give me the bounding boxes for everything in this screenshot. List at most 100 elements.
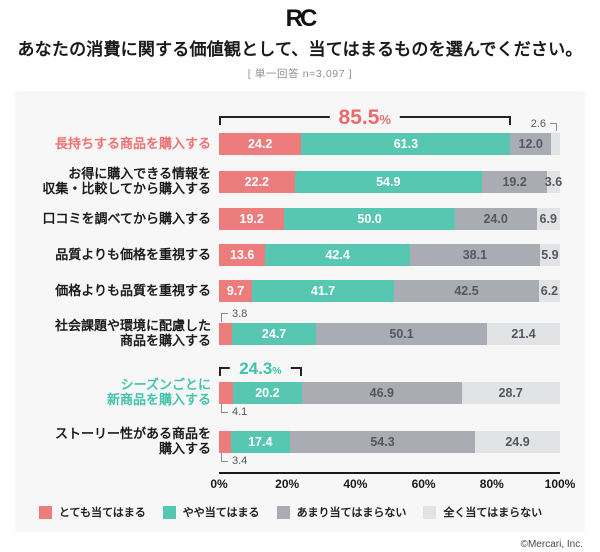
brand-logo: RC: [285, 5, 318, 32]
segment-value: 28.7: [498, 385, 523, 400]
bar-segment: 24.2: [219, 133, 302, 155]
bar-segment: 3.6: [544, 170, 563, 193]
category-label: 口コミを調べてから購入する: [21, 210, 219, 227]
legend-label: あまり当てはまらない: [296, 507, 407, 519]
callout-line: [550, 123, 557, 131]
segment-value: 41.7: [310, 284, 336, 298]
chart-row: シーズンごとに 新商品を購入する 20.2 46.9 28.7 24.3% 4.1: [21, 359, 560, 417]
segment-value: 46.9: [369, 385, 394, 400]
bar-segment: 6.2: [538, 280, 561, 302]
bar-segment: [219, 381, 233, 404]
callout-value: 3.4: [232, 454, 248, 467]
category-label-line: 口コミを調べてから購入する: [42, 210, 211, 226]
sum-value: 24.3: [239, 358, 273, 378]
legend: とても当てはまる やや当てはまる あまり当てはまらない 全く当てはまらない: [21, 504, 560, 520]
segment-value: 3.6: [544, 174, 563, 189]
x-axis-labels: 0% 20% 40% 60% 80% 100%: [210, 477, 575, 493]
callout-value: 4.1: [232, 405, 248, 418]
segment-value: 6.9: [539, 212, 557, 226]
sum-unit: %: [272, 364, 282, 377]
bar-segment: 42.5: [394, 280, 539, 302]
bar-segment: 24.9: [475, 430, 560, 453]
segment-value: 24.0: [483, 212, 508, 226]
segment-value: 17.4: [248, 434, 273, 449]
segment-value: 24.2: [248, 137, 273, 151]
legend-swatch-icon: [423, 505, 437, 519]
segment-value: 38.1: [462, 248, 488, 262]
category-label-line: 購入する: [158, 440, 211, 456]
sum-unit: %: [379, 112, 391, 128]
bar-segment: 22.2: [219, 170, 295, 193]
bar-track: 19.2 50.0 24.0 6.9: [219, 208, 560, 230]
category-label-line: 収集・比較してから購入する: [42, 180, 211, 196]
category-label: 社会課題や環境に配慮した 商品を購入する: [21, 318, 219, 348]
callout-line: [221, 403, 228, 413]
bar-segment: 42.4: [265, 244, 410, 266]
category-label: 価格よりも品質を重視する: [21, 282, 219, 299]
bar-segment: 50.0: [284, 208, 455, 230]
bar-track: 17.4 54.3 24.9 3.4: [219, 430, 560, 466]
bar-track: 9.7 41.7 42.5 6.2: [219, 280, 561, 302]
bar-segment: 20.2: [232, 381, 302, 404]
bar-track: 24.2 61.3 12.0 85.5% 2.6: [219, 107, 560, 155]
segment-value: 54.3: [370, 434, 395, 449]
bar-track: 24.7 50.1 21.4 3.8: [219, 308, 560, 345]
chart-row: 口コミを調べてから購入する 19.2 50.0 24.0 6.9: [21, 208, 560, 230]
category-label-line: お得に購入できる情報を: [68, 166, 211, 181]
sum-bracket-value: 24.3%: [230, 358, 291, 378]
legend-swatch-icon: [276, 505, 290, 519]
x-tick-label: 80%: [479, 477, 504, 491]
callout-line: [221, 312, 228, 322]
bar-segment: 38.1: [409, 244, 540, 266]
bar-segment: 17.4: [230, 430, 290, 453]
survey-note: [ 単一回答 n=3,097 ]: [247, 68, 353, 80]
segment-value: 13.6: [230, 248, 255, 262]
segment-value: 6.2: [540, 284, 559, 298]
copyright: ©Mercari, Inc.: [520, 539, 583, 550]
bar-segment: 54.9: [294, 170, 482, 193]
segment-value: 21.4: [511, 326, 536, 341]
segment-value: 12.0: [518, 137, 543, 151]
bar-segment: 46.9: [301, 381, 462, 404]
category-label-line: 長持ちする商品を購入する: [54, 135, 211, 151]
category-label: ストーリー性がある商品を 購入する: [21, 426, 219, 456]
chart-row: お得に購入できる情報を 収集・比較してから購入する 22.2 54.9 19.2 3.6: [21, 166, 563, 196]
segment-value: 61.3: [393, 137, 419, 151]
bar-segment: 9.7: [219, 280, 253, 302]
bar-track: 20.2 46.9 28.7 24.3% 4.1: [219, 359, 560, 417]
category-label-line: 商品を購入する: [119, 332, 211, 348]
segment-value: 19.2: [239, 212, 264, 226]
x-tick-label: 100%: [544, 477, 576, 491]
stacked-bar-chart: 長持ちする商品を購入する 24.2 61.3 12.0 85.5% 2.6 お得に購入できる…: [21, 107, 563, 466]
category-label: お得に購入できる情報を 収集・比較してから購入する: [21, 166, 219, 196]
category-label: 長持ちする商品を購入する: [21, 135, 219, 152]
chart-row: 価格よりも品質を重視する 9.7 41.7 42.5 6.2: [21, 280, 561, 302]
category-label: シーズンごとに 新商品を購入する: [21, 377, 219, 407]
bar-segment: 61.3: [301, 133, 511, 155]
segment-value: 42.4: [325, 248, 350, 262]
category-label-line: 品質よりも価格を重視する: [55, 246, 211, 262]
sum-bracket-value: 85.5%: [329, 107, 400, 129]
bar-segment: [551, 133, 560, 155]
category-label-line: 価格よりも品質を重視する: [55, 282, 211, 298]
legend-label: とても当てはまる: [58, 507, 146, 519]
legend-label: やや当てはまる: [182, 507, 260, 519]
bar-segment: 6.9: [536, 208, 560, 230]
bar-segment: 41.7: [252, 280, 395, 302]
legend-item: とても当てはまる: [38, 504, 146, 520]
category-label-line: 社会課題や環境に配慮した: [54, 318, 211, 333]
callout-line: [221, 452, 228, 462]
page-title: あなたの消費に関する価値観として、当てはまるものを選んでください。: [17, 40, 583, 59]
segment-value: 54.9: [376, 174, 401, 189]
bar-segment: 50.1: [316, 322, 487, 345]
bar-segment: 28.7: [461, 381, 560, 404]
page-header: RC あなたの消費に関する価値観として、当てはまるものを選んでください。 [ 単…: [0, 0, 600, 81]
callout-value: 2.6: [530, 118, 546, 130]
legend-swatch-icon: [38, 505, 52, 519]
x-tick-label: 20%: [275, 477, 300, 491]
category-label-line: 新商品を購入する: [106, 391, 211, 407]
bar-segment: [219, 430, 231, 453]
category-label-line: シーズンごとに: [120, 377, 211, 392]
chart-row: 品質よりも価格を重視する 13.6 42.4 38.1 5.9: [21, 244, 560, 266]
x-tick-label: 60%: [411, 477, 436, 491]
